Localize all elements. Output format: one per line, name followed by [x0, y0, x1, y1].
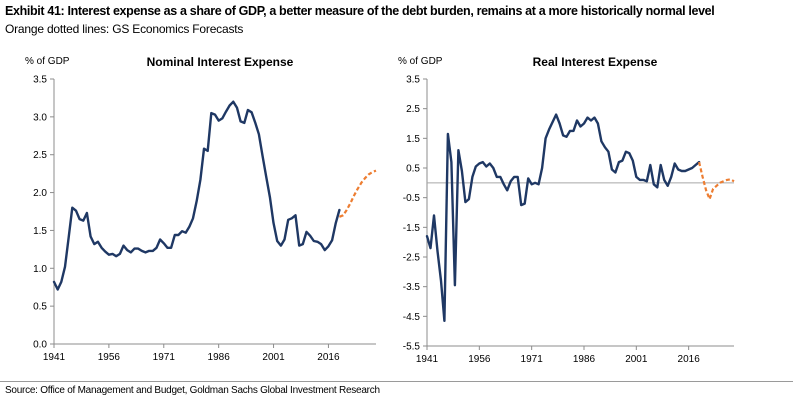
nominal-y-tick-label: 1.5 — [33, 226, 47, 237]
nominal-y-tick-label: 2.0 — [33, 188, 47, 199]
nominal-y-tick-label: 1.0 — [33, 264, 47, 275]
nominal-y-tick-label: 2.5 — [33, 150, 47, 161]
nominal-x-tick-label: 1941 — [43, 352, 66, 363]
footer-divider — [0, 381, 793, 382]
real-x-tick-label: 1941 — [416, 354, 439, 365]
nominal-x-tick-label: 1971 — [153, 352, 176, 363]
real-historical-series-line — [425, 113, 701, 322]
nominal-y-axis-unit-label: % of GDP — [25, 56, 70, 67]
nominal-y-tick-label: 3.5 — [33, 75, 47, 86]
nominal-y-tick-label: 3.0 — [33, 112, 47, 123]
real-forecast-series-line — [698, 161, 735, 201]
real-y-tick-label: -2.5 — [403, 253, 421, 264]
real-y-tick-label: -1.5 — [403, 223, 421, 234]
real-y-tick-label: -0.5 — [403, 193, 421, 204]
nominal-interest-expense-chart: Nominal Interest Expense % of GDP 0.0 0.5 1.… — [25, 55, 377, 363]
nominal-y-tick-label: 0.0 — [33, 340, 47, 351]
real-interest-expense-chart: Real Interest Expense % of GDP 3.5 2.5 1.5 0.… — [398, 55, 735, 365]
nominal-x-tick-label: 1956 — [98, 352, 121, 363]
real-x-tick-label: 1956 — [468, 354, 491, 365]
real-x-tick-label: 1986 — [573, 354, 596, 365]
real-x-tick-label: 2001 — [625, 354, 648, 365]
real-y-tick-label: 3.5 — [406, 75, 420, 86]
real-y-tick-label: -4.5 — [403, 312, 421, 323]
real-y-tick-label: 2.5 — [406, 104, 420, 115]
nominal-x-tick-label: 2016 — [317, 352, 340, 363]
exhibit-title: Exhibit 41: Interest expense as a share … — [5, 4, 715, 18]
source-note: Source: Office of Management and Budget,… — [5, 385, 380, 396]
real-x-tick-label: 2016 — [678, 354, 701, 365]
nominal-forecast-series-line — [338, 169, 377, 218]
real-chart-title: Real Interest Expense — [533, 55, 658, 69]
real-y-axis-unit-label: % of GDP — [398, 56, 443, 67]
nominal-x-tick-label: 2001 — [262, 352, 285, 363]
nominal-y-tick-label: 0.5 — [33, 302, 47, 313]
exhibit-subtitle: Orange dotted lines: GS Economics Foreca… — [5, 22, 244, 36]
nominal-x-tick-label: 1986 — [208, 352, 231, 363]
real-x-tick-label: 1971 — [521, 354, 544, 365]
real-y-tick-label: 0.5 — [406, 164, 420, 175]
real-y-tick-label: 1.5 — [406, 134, 420, 145]
real-y-tick-label: -3.5 — [403, 282, 421, 293]
nominal-chart-title: Nominal Interest Expense — [147, 55, 294, 69]
real-y-tick-label: -5.5 — [403, 342, 421, 353]
nominal-historical-series-line — [52, 100, 341, 291]
